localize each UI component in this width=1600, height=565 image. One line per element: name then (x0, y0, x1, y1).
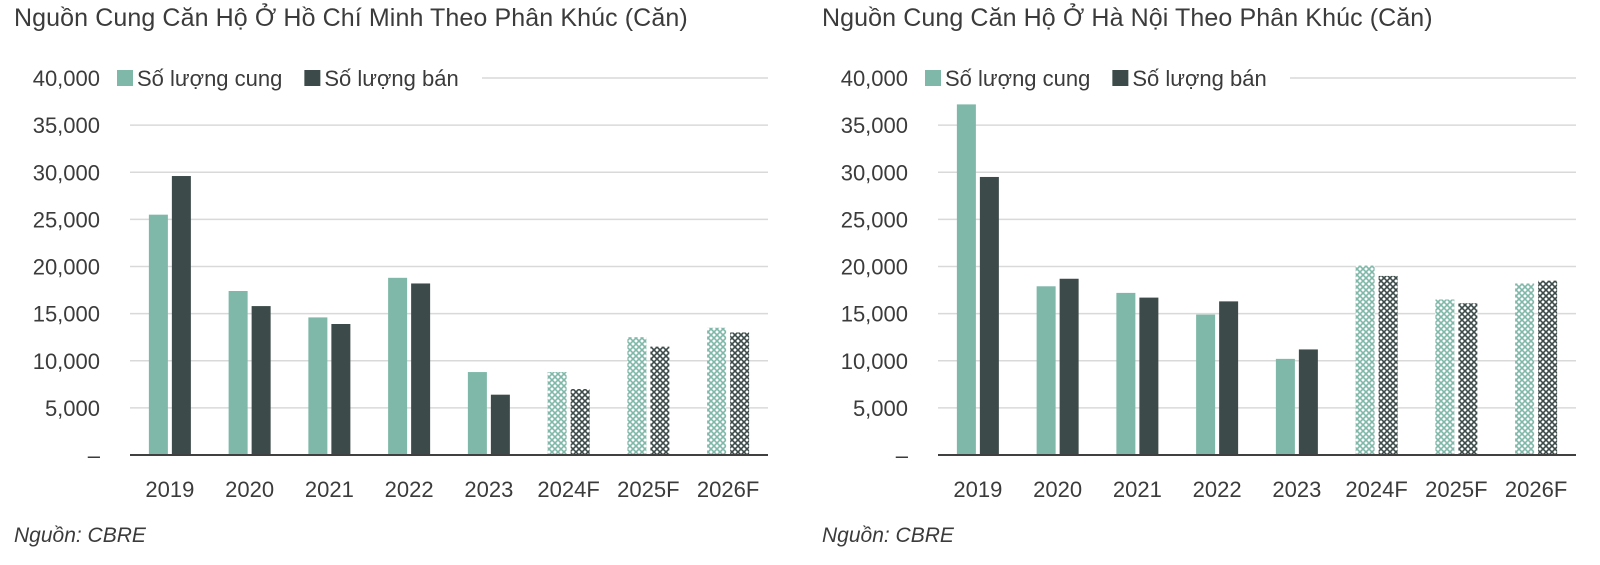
x-tick-label: 2025F (1425, 477, 1487, 502)
bar-sold (171, 176, 191, 455)
bar-supply (308, 317, 328, 455)
y-tick-label: 25,000 (33, 207, 100, 232)
y-tick-label: 30,000 (841, 160, 908, 185)
x-tick-label: 2023 (464, 477, 513, 502)
y-tick-label: 25,000 (841, 207, 908, 232)
bar-supply (1435, 299, 1455, 455)
y-tick-label: 30,000 (33, 160, 100, 185)
bar-sold (490, 394, 510, 455)
x-tick-label: 2019 (145, 477, 194, 502)
bar-supply (228, 291, 248, 455)
y-tick-label: – (88, 443, 101, 468)
bar-supply (1196, 314, 1216, 455)
bar-sold (1458, 303, 1478, 455)
legend-background (918, 64, 1290, 92)
x-tick-label: 2025F (617, 477, 679, 502)
chart-panel-hanoi: Nguồn Cung Căn Hộ Ở Hà Nội Theo Phân Khú… (808, 0, 1598, 565)
bar-sold (331, 323, 351, 455)
x-tick-label: 2024F (537, 477, 599, 502)
bar-sold (730, 332, 750, 455)
bar-supply (148, 214, 168, 455)
bar-sold (1059, 278, 1079, 455)
y-tick-label: 40,000 (33, 66, 100, 91)
legend-swatch-supply (925, 70, 941, 86)
chart-title: Nguồn Cung Căn Hộ Ở Hà Nội Theo Phân Khú… (822, 4, 1433, 32)
y-tick-label: 5,000 (853, 396, 908, 421)
legend-swatch-sold (304, 70, 321, 86)
bar-sold (411, 283, 431, 455)
legend-background (110, 64, 482, 92)
bar-sold (650, 346, 670, 455)
bar-chart-hanoi: – 5,000 10,000 15,000 20,000 25,000 30,000 35,0… (841, 64, 1576, 502)
bar-sold (1139, 297, 1159, 455)
bar-supply (388, 277, 408, 455)
chart-title: Nguồn Cung Căn Hộ Ở Hồ Chí Minh Theo Phâ… (14, 4, 688, 32)
bar-supply (956, 104, 976, 455)
x-tick-label: 2026F (697, 477, 759, 502)
x-tick-label: 2022 (1193, 477, 1242, 502)
bar-sold (1538, 280, 1558, 455)
bar-supply (1515, 283, 1535, 455)
legend-swatch-supply (117, 70, 133, 86)
x-tick-label: 2019 (953, 477, 1002, 502)
y-tick-label: 40,000 (841, 66, 908, 91)
legend-swatch-sold (1112, 70, 1129, 86)
bar-sold (1378, 275, 1398, 455)
x-tick-label: 2021 (305, 477, 354, 502)
y-tick-label: 15,000 (841, 302, 908, 327)
y-tick-label: 10,000 (33, 349, 100, 374)
legend-label-sold: Số lượng bán (1132, 66, 1266, 91)
x-tick-label: 2020 (225, 477, 274, 502)
bar-supply (627, 337, 647, 455)
bar-supply (707, 327, 727, 455)
bar-sold (251, 306, 271, 455)
x-tick-label: 2024F (1345, 477, 1407, 502)
x-tick-label: 2020 (1033, 477, 1082, 502)
x-tick-label: 2021 (1113, 477, 1162, 502)
bar-supply (467, 372, 487, 455)
bar-supply (1355, 265, 1375, 455)
bar-supply (1036, 286, 1056, 455)
y-tick-label: 15,000 (33, 302, 100, 327)
y-tick-label: 35,000 (841, 113, 908, 138)
x-tick-label: 2023 (1272, 477, 1321, 502)
bar-supply (1116, 292, 1136, 455)
source-note: Nguồn: CBRE (14, 524, 146, 547)
x-tick-label: 2022 (385, 477, 434, 502)
bar-sold (979, 176, 999, 455)
legend-label-sold: Số lượng bán (324, 66, 458, 91)
y-tick-label: 20,000 (841, 255, 908, 280)
legend-label-supply: Số lượng cung (137, 66, 282, 91)
bar-supply (1275, 358, 1295, 455)
y-tick-label: 35,000 (33, 113, 100, 138)
bar-supply (547, 372, 567, 455)
legend-label-supply: Số lượng cung (945, 66, 1090, 91)
x-tick-label: 2026F (1505, 477, 1567, 502)
y-tick-label: 20,000 (33, 255, 100, 280)
bar-sold (570, 389, 590, 455)
y-tick-label: 5,000 (45, 396, 100, 421)
bar-sold (1298, 349, 1318, 455)
source-note: Nguồn: CBRE (822, 524, 954, 547)
bar-sold (1219, 301, 1239, 455)
y-tick-label: 10,000 (841, 349, 908, 374)
chart-panel-hcm: Nguồn Cung Căn Hộ Ở Hồ Chí Minh Theo Phâ… (0, 0, 790, 565)
y-tick-label: – (896, 443, 909, 468)
bar-chart-hcm: – 5,000 10,000 15,000 20,000 25,000 30,000 35,0… (33, 64, 768, 502)
